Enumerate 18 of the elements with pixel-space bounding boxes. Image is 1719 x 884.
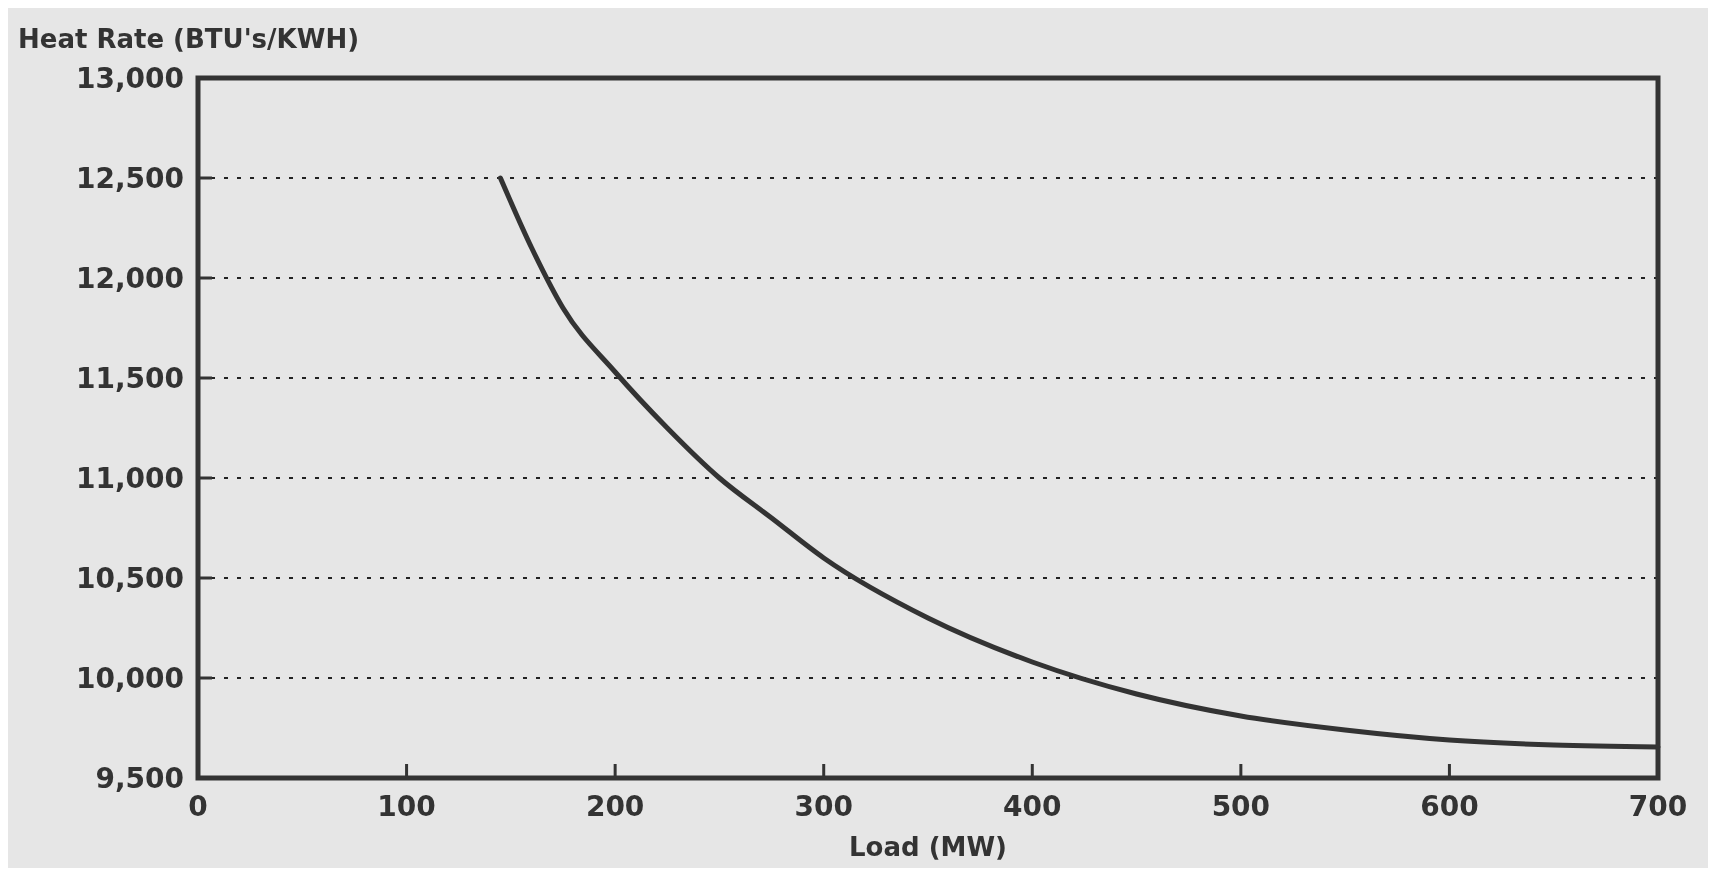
y-tick-label: 9,500 — [95, 761, 184, 795]
x-tick-label: 400 — [1003, 790, 1062, 823]
y-tick-label: 10,000 — [75, 661, 184, 695]
x-tick-label: 200 — [585, 790, 645, 823]
x-axis-title: Load (MW) — [849, 832, 1007, 862]
x-tick-label: 600 — [1420, 790, 1479, 823]
y-tick-label: 12,000 — [75, 261, 184, 295]
x-tick-label: 0 — [188, 790, 208, 823]
y-tick-label: 11,500 — [75, 361, 184, 395]
x-tick-label: 500 — [1211, 790, 1271, 823]
x-tick-label: 700 — [1628, 790, 1688, 823]
x-tick-label: 100 — [377, 790, 436, 823]
y-tick-label: 13,000 — [75, 61, 184, 95]
x-tick-label: 300 — [794, 790, 853, 823]
y-tick-label: 12,500 — [75, 161, 184, 195]
y-axis-title: Heat Rate (BTU's/KWH) — [18, 24, 360, 54]
y-tick-label: 11,000 — [75, 461, 184, 495]
y-tick-label: 10,500 — [75, 561, 184, 595]
